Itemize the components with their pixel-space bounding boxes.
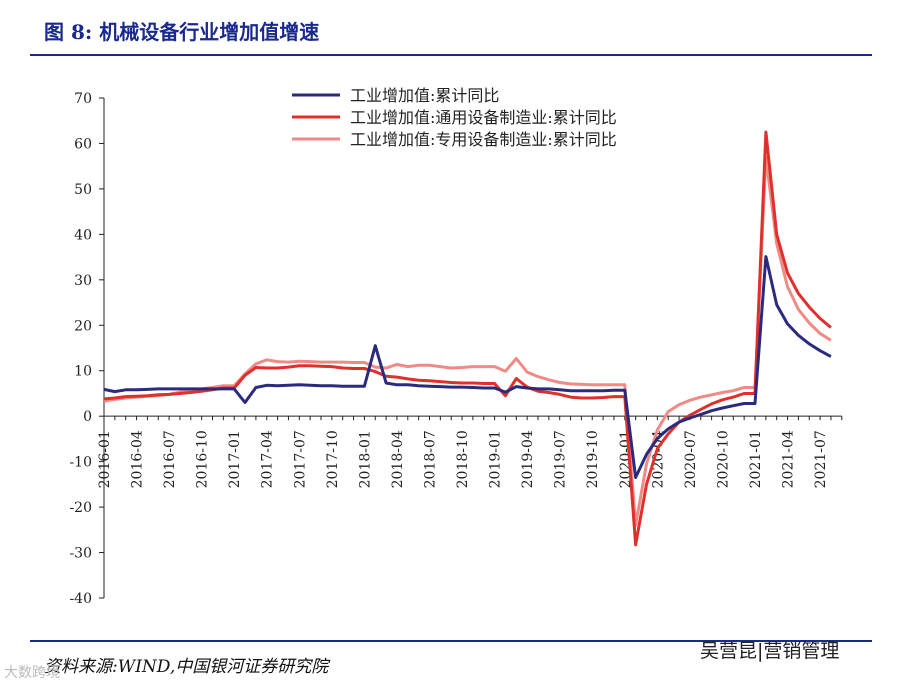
figure-title: 图 8: 机械设备行业增加值增速	[44, 20, 320, 44]
x-tick-label: 2018-01	[357, 430, 373, 488]
y-tick-label: -30	[69, 546, 92, 562]
y-tick-labels: 70 60 50 40 30 20 10 0 -10 -20 -30 -40	[69, 91, 92, 607]
watermark-right: 吴营昆|营销管理	[700, 640, 840, 662]
x-tick-label: 2017-10	[325, 430, 341, 488]
watermark-left: 大数跨境	[4, 665, 60, 681]
x-tick-label: 2016-07	[162, 430, 178, 488]
chart-series	[103, 130, 832, 547]
series-line	[103, 155, 832, 527]
y-tick-label: -20	[69, 500, 92, 516]
x-tick-label: 2017-04	[260, 430, 276, 488]
x-tick-label: 2021-07	[813, 430, 829, 488]
x-tick-label: 2019-04	[520, 430, 536, 488]
x-tick-label: 2021-01	[748, 430, 764, 488]
x-tick-label: 2018-10	[455, 430, 471, 488]
x-tick-label: 2018-04	[390, 430, 406, 488]
x-tick-label: 2019-07	[553, 430, 569, 488]
y-tick-label: -40	[69, 591, 92, 607]
x-tick-label: 2016-01	[97, 430, 113, 488]
x-tick-label: 2016-04	[130, 430, 146, 488]
x-tick-label: 2020-07	[683, 430, 699, 488]
y-tick-label: 10	[74, 364, 92, 380]
x-tick-label: 2017-07	[292, 430, 308, 488]
title-rule	[30, 54, 872, 56]
y-tick-label: 0	[83, 409, 92, 425]
x-tick-label: 2018-07	[423, 430, 439, 488]
chart-axes	[99, 97, 843, 599]
x-tick-label: 2020-10	[715, 430, 731, 488]
source-rule	[30, 640, 872, 642]
series-line	[103, 255, 832, 479]
x-tick-label: 2019-01	[488, 430, 504, 488]
y-tick-label: 20	[74, 318, 92, 334]
y-tick-label: -10	[69, 455, 92, 471]
chart-legend: 工业增加值:累计同比工业增加值:通用设备制造业:累计同比工业增加值:专用设备制造…	[292, 86, 617, 149]
legend-label: 工业增加值:通用设备制造业:累计同比	[350, 108, 617, 127]
y-tick-label: 60	[74, 136, 92, 152]
x-tick-label: 2017-01	[227, 430, 243, 488]
y-tick-label: 30	[74, 273, 92, 289]
y-tick-label: 40	[74, 227, 92, 243]
y-tick-label: 70	[74, 91, 92, 107]
legend-label: 工业增加值:专用设备制造业:累计同比	[350, 130, 617, 149]
legend-label: 工业增加值:累计同比	[350, 86, 499, 105]
x-tick-label: 2021-04	[781, 430, 797, 488]
x-tick-labels: 2016-01 2016-04 2016-07 2016-10 2017-01 2017-…	[97, 430, 829, 488]
source-note: 资料来源:WIND,中国银河证券研究院	[44, 657, 329, 677]
y-tick-label: 50	[74, 182, 92, 198]
x-tick-label: 2019-10	[585, 430, 601, 488]
x-tick-label: 2016-10	[195, 430, 211, 488]
